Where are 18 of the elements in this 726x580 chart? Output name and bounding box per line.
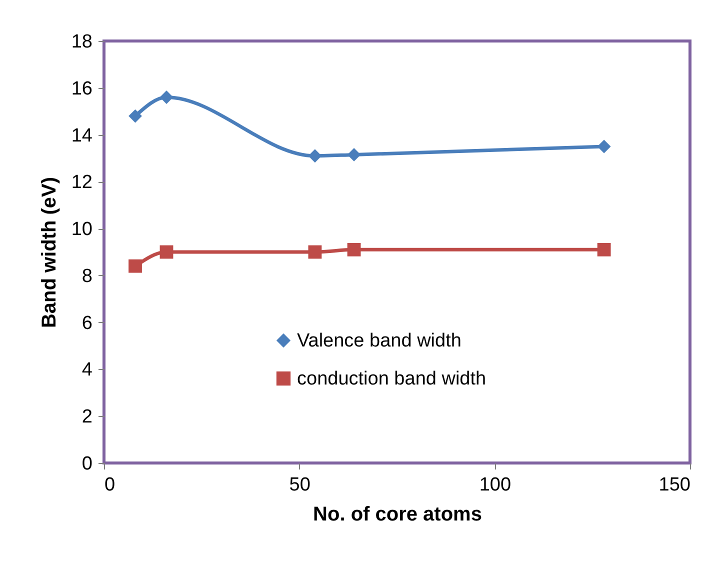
legend-label: Valence band width — [297, 330, 462, 352]
x-tick-label: 0 — [104, 474, 116, 496]
y-tick-label: 6 — [82, 312, 92, 334]
y-tick-label: 0 — [82, 454, 92, 474]
legend-label: conduction band width — [297, 368, 486, 390]
x-tick-label: 100 — [479, 474, 512, 496]
y-tick-label: 18 — [71, 32, 92, 52]
x-axis-title: No. of core atoms — [313, 504, 482, 526]
y-tick-label: 16 — [71, 78, 92, 100]
y-tick-label: 4 — [82, 360, 93, 381]
y-tick-label: 12 — [71, 172, 92, 194]
y-tick-label: 8 — [82, 266, 92, 287]
y-tick-label: 10 — [71, 219, 92, 240]
y-tick-label: 14 — [71, 125, 93, 146]
x-tick-label: 50 — [289, 474, 310, 496]
x-tick-label: 150 — [658, 474, 690, 496]
y-axis-title: Band width (eV) — [38, 176, 60, 328]
y-tick-label: 2 — [82, 406, 92, 428]
